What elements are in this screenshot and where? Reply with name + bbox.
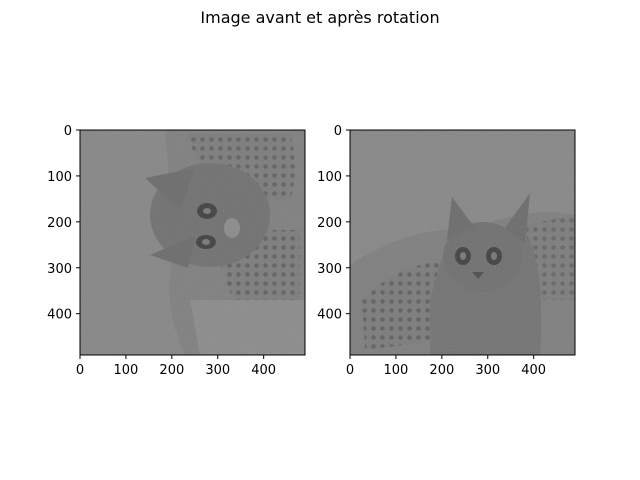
y-tick-label-right: 400 [317,308,342,323]
axes-frame [349,129,576,356]
x-tick-label-right: 100 [384,363,409,378]
image-rotated [80,130,305,355]
axes-left: 0 100 200 300 400 0 100 200 300 400 [47,124,306,378]
axes-right: 0 100 200 300 400 0 100 200 300 400 [317,124,576,378]
y-tick-label-left: 200 [47,216,72,231]
figure-title: Image avant et après rotation [200,8,440,27]
axes-frame [79,129,306,356]
y-tick-label-left: 300 [47,262,72,277]
x-tick-label-left: 200 [159,363,184,378]
y-tick-label-right: 300 [317,262,342,277]
x-tick-label-left: 400 [251,363,276,378]
y-tick-label-right: 0 [334,124,342,139]
x-tick-label-right: 200 [429,363,454,378]
y-tick-label-right: 100 [317,170,342,185]
y-tick-label-right: 200 [317,216,342,231]
x-tick-label-right: 0 [346,363,354,378]
y-tick-label-left: 0 [64,124,72,139]
x-tick-label-left: 300 [205,363,230,378]
y-tick-label-left: 100 [47,170,72,185]
image-upright [350,130,575,355]
x-tick-label-right: 400 [521,363,546,378]
x-tick-label-left: 0 [76,363,84,378]
x-tick-label-left: 100 [114,363,139,378]
y-tick-label-left: 400 [47,308,72,323]
x-tick-label-right: 300 [475,363,500,378]
